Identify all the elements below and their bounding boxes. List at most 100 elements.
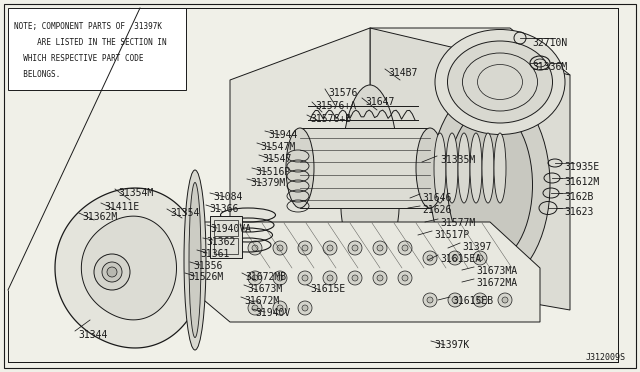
Text: 31615EB: 31615EB: [452, 296, 493, 306]
Polygon shape: [81, 216, 177, 320]
Circle shape: [398, 271, 412, 285]
Circle shape: [502, 297, 508, 303]
Text: ARE LISTED IN THE SECTION IN: ARE LISTED IN THE SECTION IN: [14, 38, 166, 47]
Circle shape: [273, 301, 287, 315]
Circle shape: [402, 245, 408, 251]
Text: 31516P: 31516P: [255, 167, 291, 177]
Text: 31672M: 31672M: [244, 296, 279, 306]
Circle shape: [107, 267, 117, 277]
Circle shape: [302, 275, 308, 281]
Ellipse shape: [340, 85, 400, 285]
Ellipse shape: [494, 133, 506, 203]
Text: 31411E: 31411E: [104, 202, 140, 212]
Text: 31362M: 31362M: [82, 212, 117, 222]
Text: 31673MA: 31673MA: [476, 266, 517, 276]
Circle shape: [298, 241, 312, 255]
Text: 31576: 31576: [328, 88, 357, 98]
Text: 31397: 31397: [462, 242, 492, 252]
Circle shape: [102, 262, 122, 282]
Circle shape: [323, 271, 337, 285]
Polygon shape: [370, 28, 570, 75]
Text: 31940VA: 31940VA: [210, 224, 251, 234]
Text: 31361: 31361: [200, 249, 229, 259]
Text: 31647: 31647: [365, 97, 394, 107]
Bar: [214, 220, 238, 236]
Circle shape: [452, 297, 458, 303]
Ellipse shape: [286, 128, 314, 208]
Circle shape: [327, 275, 333, 281]
Circle shape: [352, 275, 358, 281]
Text: 31366: 31366: [209, 204, 238, 214]
Circle shape: [352, 245, 358, 251]
Text: 31379M: 31379M: [250, 178, 285, 188]
Text: J312009S: J312009S: [586, 353, 626, 362]
Text: 31526M: 31526M: [188, 272, 223, 282]
Circle shape: [327, 245, 333, 251]
Circle shape: [377, 275, 383, 281]
Text: 31646: 31646: [422, 193, 451, 203]
Text: 31576+B: 31576+B: [310, 114, 351, 124]
Circle shape: [423, 293, 437, 307]
Circle shape: [323, 241, 337, 255]
Circle shape: [273, 241, 287, 255]
Text: 31623: 31623: [564, 207, 593, 217]
Circle shape: [423, 251, 437, 265]
Circle shape: [302, 245, 308, 251]
Circle shape: [477, 297, 483, 303]
Circle shape: [273, 271, 287, 285]
Text: 31354: 31354: [170, 208, 200, 218]
Circle shape: [373, 241, 387, 255]
Ellipse shape: [184, 170, 206, 350]
Circle shape: [402, 275, 408, 281]
Polygon shape: [370, 28, 570, 310]
Circle shape: [377, 245, 383, 251]
Circle shape: [427, 297, 433, 303]
Circle shape: [448, 293, 462, 307]
Bar: [210, 216, 242, 258]
Polygon shape: [55, 188, 204, 348]
Circle shape: [298, 271, 312, 285]
Text: 31615E: 31615E: [310, 284, 345, 294]
Ellipse shape: [416, 128, 444, 208]
Text: 31335M: 31335M: [440, 155, 476, 165]
Ellipse shape: [189, 183, 201, 337]
Text: 21626: 21626: [422, 205, 451, 215]
Circle shape: [448, 251, 462, 265]
Bar: [300, 128, 430, 208]
Bar: [8, 8, 186, 90]
Text: 31362: 31362: [206, 237, 236, 247]
Circle shape: [277, 245, 283, 251]
Text: 31612M: 31612M: [564, 177, 599, 187]
Circle shape: [452, 255, 458, 261]
Circle shape: [248, 241, 262, 255]
Ellipse shape: [458, 133, 470, 203]
Ellipse shape: [470, 133, 482, 203]
Circle shape: [277, 305, 283, 311]
Text: 31940V: 31940V: [255, 308, 291, 318]
Polygon shape: [180, 222, 540, 322]
Text: 31354M: 31354M: [118, 188, 153, 198]
Circle shape: [498, 293, 512, 307]
Text: 3162B: 3162B: [564, 192, 593, 202]
Circle shape: [302, 305, 308, 311]
Text: 31944: 31944: [268, 130, 298, 140]
Circle shape: [277, 275, 283, 281]
Circle shape: [248, 301, 262, 315]
Text: 31397K: 31397K: [434, 340, 469, 350]
Ellipse shape: [430, 85, 550, 285]
Ellipse shape: [482, 133, 494, 203]
Text: 31344: 31344: [78, 330, 108, 340]
Circle shape: [373, 271, 387, 285]
Text: 31672MA: 31672MA: [476, 278, 517, 288]
Circle shape: [298, 301, 312, 315]
Circle shape: [248, 271, 262, 285]
Text: 31576+A: 31576+A: [315, 101, 356, 111]
Text: 31672MB: 31672MB: [245, 272, 286, 282]
Text: 31336M: 31336M: [532, 62, 567, 72]
Text: 31547: 31547: [262, 154, 291, 164]
Circle shape: [252, 275, 258, 281]
Text: 31517P: 31517P: [434, 230, 469, 240]
Circle shape: [252, 305, 258, 311]
Text: 31577M: 31577M: [440, 218, 476, 228]
Bar: [214, 238, 238, 254]
